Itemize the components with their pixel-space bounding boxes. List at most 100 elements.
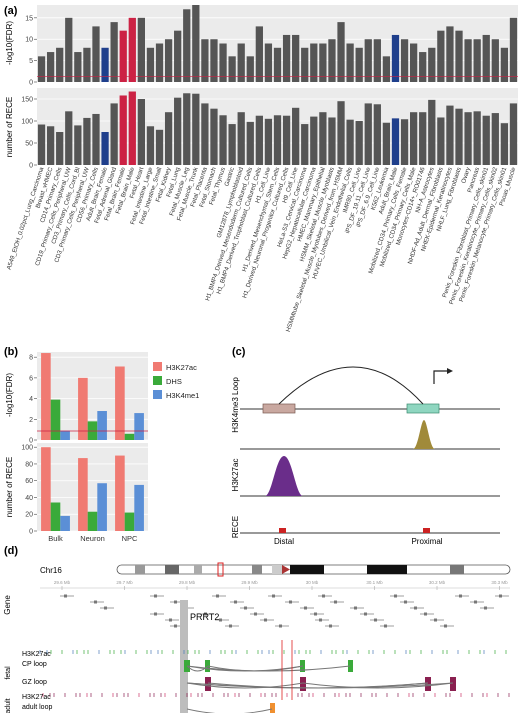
b-legend-label: H3K4me1 [166, 391, 199, 400]
d-coord-label: 29.7 Mb [116, 580, 133, 585]
c-tss-arrowhead [447, 368, 453, 374]
c-rece-proximal [423, 528, 430, 533]
a-bar [337, 22, 345, 82]
d-gene-exon [94, 600, 97, 604]
d-band [290, 565, 324, 574]
a-bar [237, 43, 245, 82]
d-gene-exon [329, 624, 332, 628]
a-bar [146, 47, 155, 82]
a-bar [192, 93, 200, 165]
b-bar [87, 511, 98, 531]
d-gene-exon [434, 618, 437, 622]
a-bar [410, 112, 418, 165]
d-coord-label: 30.1 Mb [366, 580, 383, 585]
a-bar [464, 39, 472, 82]
a-bar [364, 39, 372, 82]
a-bar [382, 56, 391, 82]
d-coord-label: 30.3 Mb [491, 580, 508, 585]
d-track-adult-k27-label: H3K27ac [22, 694, 51, 701]
a-bar [201, 103, 209, 165]
d-band [272, 565, 282, 574]
b-bar [124, 433, 135, 440]
a-bar [219, 43, 227, 82]
b-bar [97, 411, 107, 440]
panel-a-label: (a) [4, 5, 18, 17]
a-bar [255, 26, 263, 82]
a-bar [137, 17, 145, 82]
d-coord-label: 30 Mb [306, 580, 319, 585]
a-bar [37, 56, 46, 82]
d-gene-exon [104, 606, 107, 610]
d-track-adult-loop-label: adult loop [22, 704, 52, 711]
a-bar [491, 113, 499, 165]
d-band [135, 565, 145, 574]
c-h3k4me3-peak [413, 420, 435, 449]
b-legend-swatch [153, 390, 162, 399]
a-bar [473, 111, 481, 165]
c-distal-anchor [262, 403, 296, 414]
a-bar [46, 126, 55, 165]
b-bar [60, 515, 70, 531]
b-tick-label: 100 [21, 445, 33, 452]
a-bar [464, 112, 472, 165]
b-bar [134, 413, 144, 440]
a-bar [192, 5, 200, 82]
a-bar [509, 17, 518, 82]
panel-d-label: (d) [4, 545, 18, 557]
c-loop-arc [278, 366, 424, 405]
a-bar [328, 117, 336, 165]
d-gene-exon [154, 594, 157, 598]
d-gene-exon [384, 624, 387, 628]
b-top-ylabel: -log10(FDR) [5, 373, 14, 417]
b-legend: H3K27ac DHS H3K4me1 [153, 362, 199, 400]
d-gene-exon [279, 624, 282, 628]
a-bar [56, 47, 64, 82]
a-bar [237, 112, 245, 165]
d-gene-exon [354, 606, 357, 610]
a-bar [292, 34, 300, 82]
a-bar [282, 115, 291, 165]
a-tick-label: 0 [29, 80, 33, 87]
a-bar [219, 115, 227, 165]
d-gene-exon [334, 600, 337, 604]
a-bar [373, 39, 381, 82]
d-gene-exon [414, 606, 417, 610]
d-gene-exon [314, 612, 317, 616]
d-gene-exon [319, 618, 322, 622]
d-fetal-group-label: fetal [5, 666, 12, 680]
a-bar [473, 39, 481, 82]
b-bar [50, 399, 61, 440]
d-coord-label: 29.8 Mb [179, 580, 196, 585]
d-gene-exon [272, 594, 275, 598]
d-loop-arc [186, 665, 209, 672]
a-bar [428, 99, 436, 165]
d-loop-anchor [300, 677, 306, 691]
c-proximal-anchor [406, 403, 440, 414]
b-bar [97, 483, 107, 531]
a-bar [273, 47, 282, 82]
a-bar [446, 105, 454, 165]
d-gene-exon [364, 612, 367, 616]
a-bar [101, 132, 109, 165]
d-coord-label: 29.6 Mb [54, 580, 71, 585]
b-legend-swatch [153, 376, 162, 385]
d-loop-anchor [270, 703, 275, 713]
b-bar [60, 430, 70, 440]
a-bar [400, 119, 409, 165]
d-chrom-label: Chr16 [40, 566, 62, 575]
panel-c-label: (c) [232, 346, 246, 358]
a-bar [319, 112, 327, 165]
d-gene-exon [374, 618, 377, 622]
a-bar [273, 115, 282, 165]
d-loop-arc [207, 665, 304, 672]
c-track-loop-label: H3K4me3 Loop [231, 377, 240, 433]
d-loop-arc [186, 708, 273, 715]
a-bar [391, 34, 400, 82]
a-bar [301, 124, 309, 165]
d-gene-exon [304, 606, 307, 610]
d-gene-exon [484, 606, 487, 610]
a-bar [37, 124, 46, 165]
a-bar [174, 30, 182, 83]
a-bar [201, 39, 209, 82]
a-bar [137, 99, 145, 165]
